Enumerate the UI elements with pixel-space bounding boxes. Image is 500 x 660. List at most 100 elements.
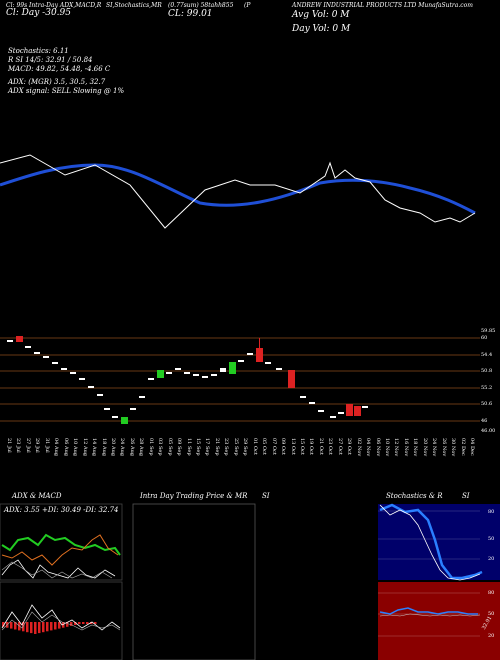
price-line xyxy=(0,154,476,229)
date-label: 29 Sep xyxy=(242,438,249,456)
candle xyxy=(34,352,40,354)
candle xyxy=(338,412,344,414)
candle xyxy=(354,406,361,416)
macd-bar xyxy=(74,622,77,625)
macd-signal-line xyxy=(1,611,121,631)
date-label: 07 Oct xyxy=(270,438,277,455)
stochastics-readout: Stochastics: 6.11 xyxy=(8,47,69,55)
date-label: 21 Jul xyxy=(6,438,12,453)
stoch-tick-50: 50 xyxy=(488,536,495,542)
header-left-line1: Cl: 99s Intra-Day ADX,MACD,R xyxy=(6,2,102,9)
macd-bar xyxy=(38,622,41,634)
candle xyxy=(166,372,172,374)
candle xyxy=(184,372,190,374)
intra-day-panel xyxy=(132,503,256,660)
macd-bar xyxy=(78,622,81,625)
date-label: 25 Sep xyxy=(232,438,239,456)
date-label: 18 Aug xyxy=(100,438,107,456)
adx-line-2 xyxy=(1,561,113,579)
rsi-tick-80: 80 xyxy=(488,590,495,596)
stochastics-si-label: SI xyxy=(462,492,470,500)
price-tick-6: 50.6 xyxy=(481,401,493,407)
candle xyxy=(300,396,306,398)
macd-bar xyxy=(94,622,97,624)
date-label: 05 Sep xyxy=(166,438,173,456)
candle xyxy=(139,396,145,398)
date-label: 27 Jul xyxy=(24,438,31,453)
macd-bar xyxy=(70,622,73,626)
candle xyxy=(104,408,110,410)
candle xyxy=(211,374,217,376)
candle xyxy=(121,417,128,424)
candle xyxy=(25,346,31,348)
candle xyxy=(61,368,67,370)
candle xyxy=(309,402,315,404)
price-tick-1: 59.85 xyxy=(481,328,496,334)
stochastics-rsi-title: Stochastics & R xyxy=(386,492,443,500)
rsi-tick-50: 50 xyxy=(488,611,495,617)
candle xyxy=(112,416,118,418)
date-label: 02 Dec xyxy=(459,438,466,456)
candle xyxy=(247,353,253,355)
stoch-tick-80: 80 xyxy=(488,509,495,515)
candle xyxy=(346,404,353,416)
date-label: 21 Sep xyxy=(213,438,220,456)
avg-volume: Avg Vol: 0 M xyxy=(292,10,350,20)
header-mid-3: CL: 99.01 xyxy=(168,9,213,19)
date-label: 29 Jul xyxy=(34,438,41,453)
price-tick-5: 55.2 xyxy=(481,385,493,391)
date-label: 02 Nov xyxy=(355,438,362,457)
stock-title: ANDREW INDUSTRIAL PRODUCTS LTD MunafaSut… xyxy=(292,2,473,9)
date-label: 06 Nov xyxy=(374,438,381,457)
rsi-line xyxy=(379,607,478,615)
price-tick-3: 54.4 xyxy=(481,352,493,358)
date-label: 20 Nov xyxy=(421,438,428,457)
date-label: 20 Aug xyxy=(109,438,116,456)
date-label: 17 Sep xyxy=(204,438,211,456)
date-label: 24 Aug xyxy=(119,438,126,456)
candle xyxy=(88,386,94,388)
date-label: 28 Aug xyxy=(138,438,145,456)
date-label: 10 Nov xyxy=(384,438,390,457)
price-tick-7: 46 xyxy=(481,418,488,424)
rsi-line-2 xyxy=(379,613,481,617)
price-tick-4: 50.8 xyxy=(481,368,493,374)
header-mid-2: (0.77sum) 58tahh855 xyxy=(168,2,234,9)
date-label: 19 Oct xyxy=(308,438,315,455)
macd-readout: MACD: 49.82, 54.48, -4.66 C xyxy=(8,65,111,73)
date-label: 15 Sep xyxy=(195,438,201,456)
price-gridlines xyxy=(0,337,480,422)
macd-bar xyxy=(10,622,13,629)
adx-readout: ADX: (MGR) 3.5, 30.5, 32.7 xyxy=(8,78,106,86)
macd-bar xyxy=(62,622,65,628)
adx-panel xyxy=(0,503,123,581)
macd-bar xyxy=(14,622,17,630)
date-label: 04 Nov xyxy=(365,438,372,457)
macd-bar xyxy=(46,622,49,632)
date-label: 18 Nov xyxy=(412,438,419,457)
price-tick-2: 60 xyxy=(481,335,488,341)
adx-plus-di-line xyxy=(1,533,121,556)
header-left-line2: Cl: Day -30.95 xyxy=(6,8,71,18)
date-label: 14 Aug xyxy=(91,438,98,456)
macd-line xyxy=(1,604,121,631)
candle xyxy=(130,408,136,410)
stochastics-d-line xyxy=(379,504,481,581)
date-label: 26 Nov xyxy=(440,438,447,457)
date-label: 11 Sep xyxy=(185,438,192,456)
candle xyxy=(238,360,244,362)
date-label: 31 Jul xyxy=(43,438,50,453)
candle xyxy=(157,370,164,378)
macd-bar xyxy=(58,622,61,629)
candle xyxy=(362,406,368,408)
date-label: 30 Nov xyxy=(450,438,457,457)
intra-day-title: Intra Day Trading Price & MR xyxy=(140,492,248,500)
intra-day-si-label: SI xyxy=(262,492,270,500)
date-label: 12 Nov xyxy=(393,438,400,457)
date-label: 06 Aug xyxy=(62,438,69,456)
candlesticks xyxy=(7,336,368,424)
stochastics-k-line xyxy=(379,503,483,580)
macd-bar xyxy=(42,622,45,633)
date-label: 01 Sep xyxy=(147,438,154,456)
candle xyxy=(97,394,103,396)
